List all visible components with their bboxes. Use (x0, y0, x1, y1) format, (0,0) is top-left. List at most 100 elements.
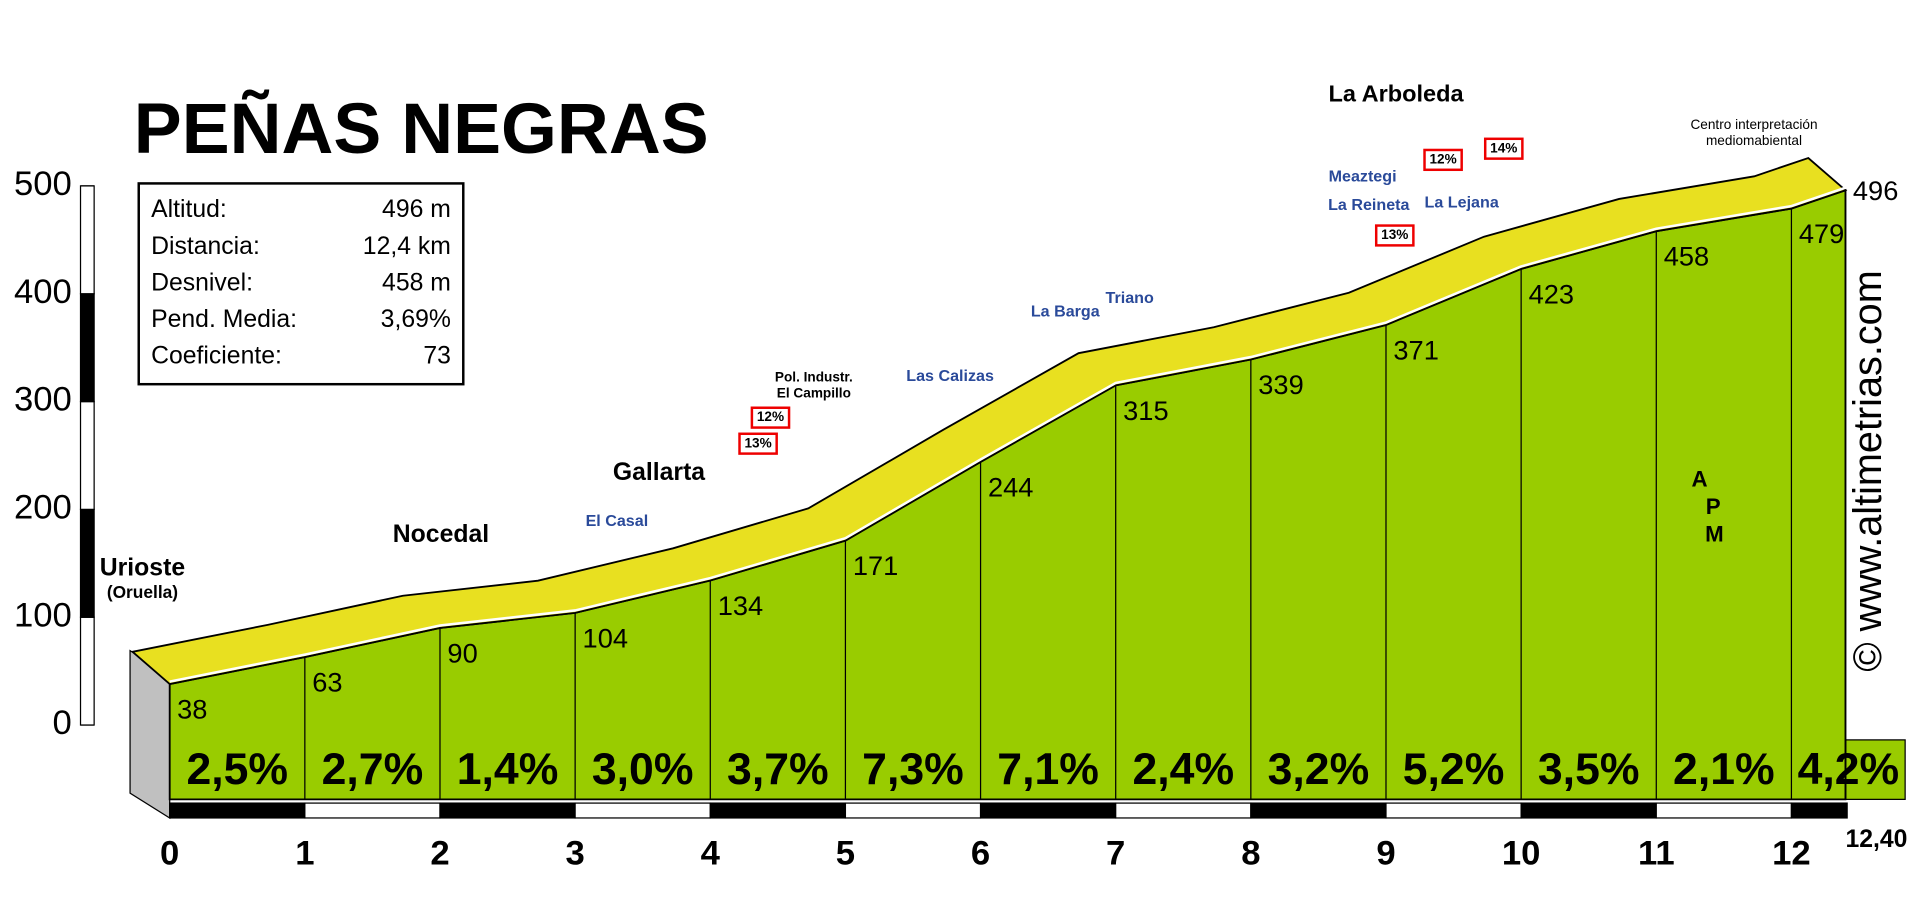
x-tick-label: 1 (295, 834, 314, 872)
altitude-label: 134 (718, 590, 763, 621)
grade-badge (750, 406, 791, 429)
altitude-label: 479 (1799, 218, 1844, 249)
y-tick-label: 100 (14, 596, 72, 634)
road-edge (169, 186, 1846, 683)
annotation: (Oruella) (107, 582, 178, 602)
info-label: Pend. Media: (151, 306, 297, 333)
info-value: 3,69% (381, 306, 451, 333)
info-label: Altitud: (151, 196, 227, 223)
annotation: Gallarta (613, 459, 705, 486)
annotation: 13% (744, 435, 771, 450)
x-tick-label: 12,40 (1845, 826, 1907, 853)
altitude-label: 371 (1393, 334, 1438, 365)
annotation: © www.altimetrias.com (1846, 270, 1890, 671)
gradient-label: 2,7% (322, 745, 424, 794)
annotation: El Campillo (777, 386, 851, 401)
gradient-label: 7,3% (862, 745, 964, 794)
logo-letter: M (1705, 521, 1724, 546)
annotation: Pol. Industr. (775, 370, 853, 385)
x-tick-label: 0 (160, 834, 179, 872)
km-band (1385, 802, 1522, 819)
gradient-label: 2,1% (1673, 745, 1775, 794)
altitude-label: 104 (583, 622, 628, 653)
annotation: 14% (1490, 140, 1517, 155)
km-band (439, 802, 576, 819)
km-band (979, 802, 1117, 819)
scale-block (79, 400, 95, 510)
grade-badge (1423, 148, 1463, 172)
annotation: 13% (1381, 227, 1408, 242)
gradient-label: 2,5% (186, 745, 288, 794)
gradient-label: 3,0% (592, 745, 694, 794)
gradient-label: 4,2% (1798, 745, 1900, 794)
annotation: mediomabiental (1706, 133, 1802, 148)
annotation: 12% (757, 409, 784, 424)
altitude-label: 63 (312, 667, 342, 698)
y-tick-label: 500 (14, 165, 72, 203)
gradient-label: 3,7% (727, 745, 829, 794)
annotation: Triano (1106, 289, 1154, 307)
altitude-label: 171 (853, 550, 898, 581)
annotation: Urioste (100, 554, 185, 581)
end-block (1845, 739, 1906, 800)
altitude-label: 496 (1853, 175, 1898, 206)
x-tick-label: 2 (430, 834, 449, 872)
x-tick-label: 12 (1772, 834, 1811, 872)
km-band (844, 802, 982, 819)
altitude-label: 458 (1664, 241, 1709, 272)
x-tick-label: 5 (836, 834, 855, 872)
scale-block (79, 185, 95, 295)
logo-letter: P (1706, 494, 1721, 519)
km-band (1520, 802, 1657, 819)
x-tick-label: 10 (1502, 834, 1541, 872)
km-band (1250, 802, 1387, 819)
annotation: Las Calizas (906, 367, 994, 385)
chart-title: PEÑAS NEGRAS (134, 88, 709, 169)
info-value: 458 m (382, 269, 451, 296)
x-tick-label: 3 (565, 834, 584, 872)
annotation: Centro interpretación (1690, 117, 1817, 132)
y-tick-label: 0 (53, 704, 72, 742)
x-tick-label: 11 (1638, 834, 1675, 872)
gradient-label: 2,4% (1132, 745, 1234, 794)
gradient-label: 7,1% (997, 745, 1099, 794)
altitude-label: 244 (988, 471, 1033, 502)
gradient-label: 5,2% (1403, 745, 1505, 794)
scale-block (79, 616, 95, 726)
info-value: 496 m (382, 196, 451, 223)
altitude-label: 423 (1529, 278, 1574, 309)
grade-badge (738, 432, 778, 455)
altitude-label: 315 (1123, 395, 1168, 426)
info-label: Coeficiente: (151, 342, 282, 369)
logo-letter: A (1691, 467, 1707, 492)
gradient-label: 3,2% (1268, 745, 1370, 794)
x-tick-label: 6 (971, 834, 990, 872)
y-tick-label: 400 (14, 273, 72, 311)
info-label: Distancia: (151, 233, 260, 260)
y-tick-label: 300 (14, 381, 72, 419)
annotation: Nocedal (393, 521, 489, 548)
annotation: La Lejana (1425, 193, 1500, 211)
annotation: 12% (1429, 151, 1456, 166)
altitude-label: 38 (177, 694, 207, 725)
km-band (709, 802, 847, 819)
grade-badge (1374, 224, 1415, 247)
x-tick-label: 4 (701, 834, 721, 872)
annotation: La Reineta (1328, 196, 1410, 214)
gradient-label: 1,4% (457, 745, 559, 794)
annotation: La Arboleda (1328, 81, 1464, 107)
km-band (574, 802, 711, 819)
y-tick-label: 200 (14, 489, 72, 527)
scale-block (79, 293, 95, 403)
x-tick-label: 9 (1376, 834, 1395, 872)
x-tick-label: 8 (1241, 834, 1260, 872)
grade-badge (1483, 137, 1524, 160)
x-tick-label: 7 (1106, 834, 1125, 872)
km-band (1655, 802, 1793, 819)
km-band (169, 802, 306, 819)
gradient-label: 3,5% (1538, 745, 1640, 794)
km-band (1790, 802, 1848, 819)
altitude-label: 339 (1258, 369, 1303, 400)
info-label: Desnivel: (151, 269, 253, 296)
